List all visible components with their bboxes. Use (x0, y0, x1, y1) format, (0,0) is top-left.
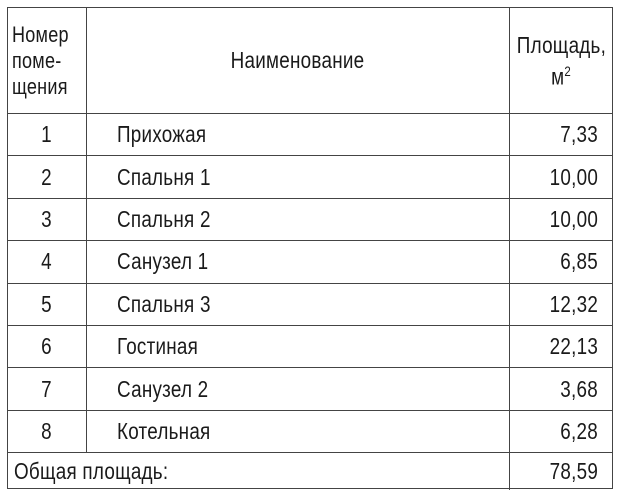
room-number: 5 (8, 283, 87, 325)
room-name: Спальня 1 (87, 156, 510, 198)
room-area: 7,33 (560, 121, 598, 148)
room-number: 3 (8, 198, 87, 241)
room-name: Прихожая (87, 114, 510, 156)
room-area: 3,68 (560, 375, 598, 402)
table-row: 3 Спальня 2 10,00 (8, 198, 612, 242)
room-name: Спальня 2 (87, 198, 510, 241)
table-row: 5 Спальня 3 12,32 (8, 283, 612, 326)
table-row: 7 Санузел 2 3,68 (8, 368, 612, 411)
room-number: 4 (8, 241, 87, 283)
header-number-line: поме- (12, 47, 62, 73)
room-name: Санузел 1 (87, 241, 510, 283)
room-number: 2 (8, 156, 87, 198)
room-area-table: Номер поме-щения Наименование Площадь, м2… (7, 7, 613, 490)
header-area: Площадь, м2 (516, 31, 606, 90)
room-number: 8 (8, 410, 87, 453)
room-name: Санузел 2 (87, 368, 510, 410)
table-row: 8 Котельная 6,28 (8, 410, 612, 454)
area-unit: м (551, 63, 565, 90)
table-row: 2 Спальня 1 10,00 (8, 156, 612, 199)
header-name: Наименование (87, 8, 510, 113)
header-number: Номер поме-щения (8, 8, 87, 113)
room-number: 1 (8, 114, 87, 156)
total-label: Общая площадь: (8, 453, 510, 490)
room-name: Спальня 3 (87, 283, 510, 325)
total-row: Общая площадь: 78,59 (8, 453, 612, 490)
room-area: 6,85 (560, 248, 598, 275)
total-value: 78,59 (549, 458, 598, 484)
room-name: Гостиная (87, 326, 510, 368)
room-name: Котельная (87, 410, 510, 453)
room-area: 10,00 (549, 163, 598, 190)
table-header: Номер поме-щения Наименование Площадь, м2 (8, 8, 612, 114)
header-number-line: щения (12, 73, 68, 99)
area-unit-exponent: 2 (564, 62, 571, 79)
table-row: 1 Прихожая 7,33 (8, 114, 612, 157)
table-row: 6 Гостиная 22,13 (8, 326, 612, 369)
room-number: 7 (8, 368, 87, 410)
room-area: 10,00 (549, 205, 598, 232)
room-number: 6 (8, 326, 87, 368)
room-area: 6,28 (560, 417, 598, 444)
room-area: 22,13 (549, 333, 598, 360)
header-number-line: Номер (12, 21, 69, 47)
room-area: 12,32 (549, 290, 598, 317)
table-row: 4 Санузел 1 6,85 (8, 241, 612, 284)
